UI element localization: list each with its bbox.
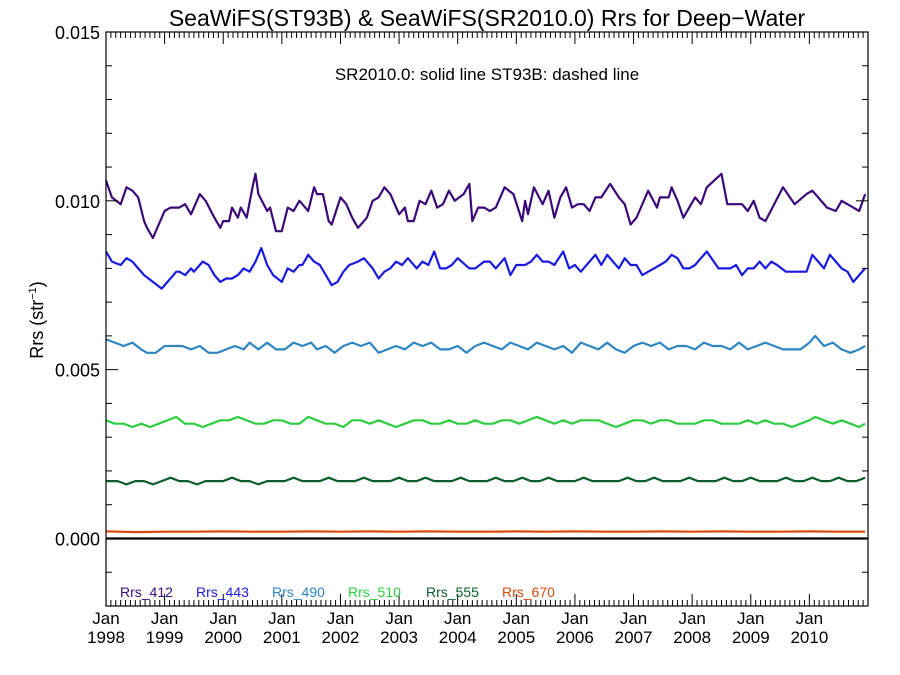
series-line-rrs-443 xyxy=(105,247,866,290)
x-tick-label-month: Jan xyxy=(327,609,354,628)
y-tick-label: 0.015 xyxy=(55,23,100,43)
y-axis-label-close: ) xyxy=(27,281,47,287)
x-tick-label-year: 2004 xyxy=(439,628,477,647)
x-tick-label-month: Jan xyxy=(678,609,705,628)
series-line-rrs-412 xyxy=(104,172,867,240)
x-tick-label-month: Jan xyxy=(210,609,237,628)
legend: Rrs_412 Rrs_443 Rrs_490 Rrs_510 Rrs_555 Rrs_6… xyxy=(120,584,555,600)
y-tick-label: 0.005 xyxy=(55,361,100,381)
x-tick-label-year: 1999 xyxy=(146,628,184,647)
x-tick-label-month: Jan xyxy=(620,609,647,628)
x-tick-label-year: 2001 xyxy=(263,628,301,647)
series-layer xyxy=(104,172,868,540)
x-tick-label-month: Jan xyxy=(503,609,530,628)
series-line-rrs-670 xyxy=(105,530,866,534)
plot-frame xyxy=(105,31,869,607)
x-tick-label-year: 1998 xyxy=(87,628,125,647)
series-line-rrs-555 xyxy=(106,476,866,486)
y-axis-label: Rrs (str−1) xyxy=(27,281,47,359)
x-tick-label-month: Jan xyxy=(737,609,764,628)
axis-layer: 0.0000.0050.0100.015Jan1998Jan1999Jan200… xyxy=(55,23,869,647)
x-tick-label-year: 2007 xyxy=(615,628,653,647)
legend-entry-rrs-443: Rrs_443 xyxy=(196,584,249,600)
y-tick-label: 0.010 xyxy=(55,192,100,212)
x-tick-label-month: Jan xyxy=(385,609,412,628)
x-tick-label-year: 2008 xyxy=(673,628,711,647)
x-tick-label-month: Jan xyxy=(268,609,295,628)
x-tick-label-month: Jan xyxy=(151,609,178,628)
x-tick-label-month: Jan xyxy=(92,609,119,628)
x-tick-label-year: 2005 xyxy=(497,628,535,647)
x-tick-label-month: Jan xyxy=(796,609,823,628)
series-line-rrs-510 xyxy=(105,415,866,429)
y-tick-label: 0.000 xyxy=(55,529,100,549)
x-tick-label-year: 2003 xyxy=(380,628,418,647)
x-tick-label-year: 2000 xyxy=(204,628,242,647)
chart-annotation: SR2010.0: solid line ST93B: dashed line xyxy=(335,65,639,84)
legend-entry-rrs-555: Rrs_555 xyxy=(426,584,479,600)
x-tick-label-month: Jan xyxy=(444,609,471,628)
x-tick-label-year: 2009 xyxy=(732,628,770,647)
legend-entry-rrs-510: Rrs_510 xyxy=(348,584,401,600)
y-axis-label-text: Rrs (str−1) xyxy=(27,281,47,359)
legend-entry-rrs-412: Rrs_412 xyxy=(120,584,173,600)
x-tick-label-month: Jan xyxy=(561,609,588,628)
legend-entry-rrs-670: Rrs_670 xyxy=(502,584,555,600)
legend-entry-rrs-490: Rrs_490 xyxy=(272,584,325,600)
x-tick-label-year: 2002 xyxy=(322,628,360,647)
y-axis-label-sup: −1 xyxy=(27,287,39,300)
x-tick-label-year: 2010 xyxy=(790,628,828,647)
chart-title: SeaWiFS(ST93B) & SeaWiFS(SR2010.0) Rrs f… xyxy=(169,5,806,31)
x-tick-label-year: 2006 xyxy=(556,628,594,647)
series-line-rrs-490 xyxy=(105,334,866,354)
y-axis-label-main: Rrs (str xyxy=(27,300,47,359)
